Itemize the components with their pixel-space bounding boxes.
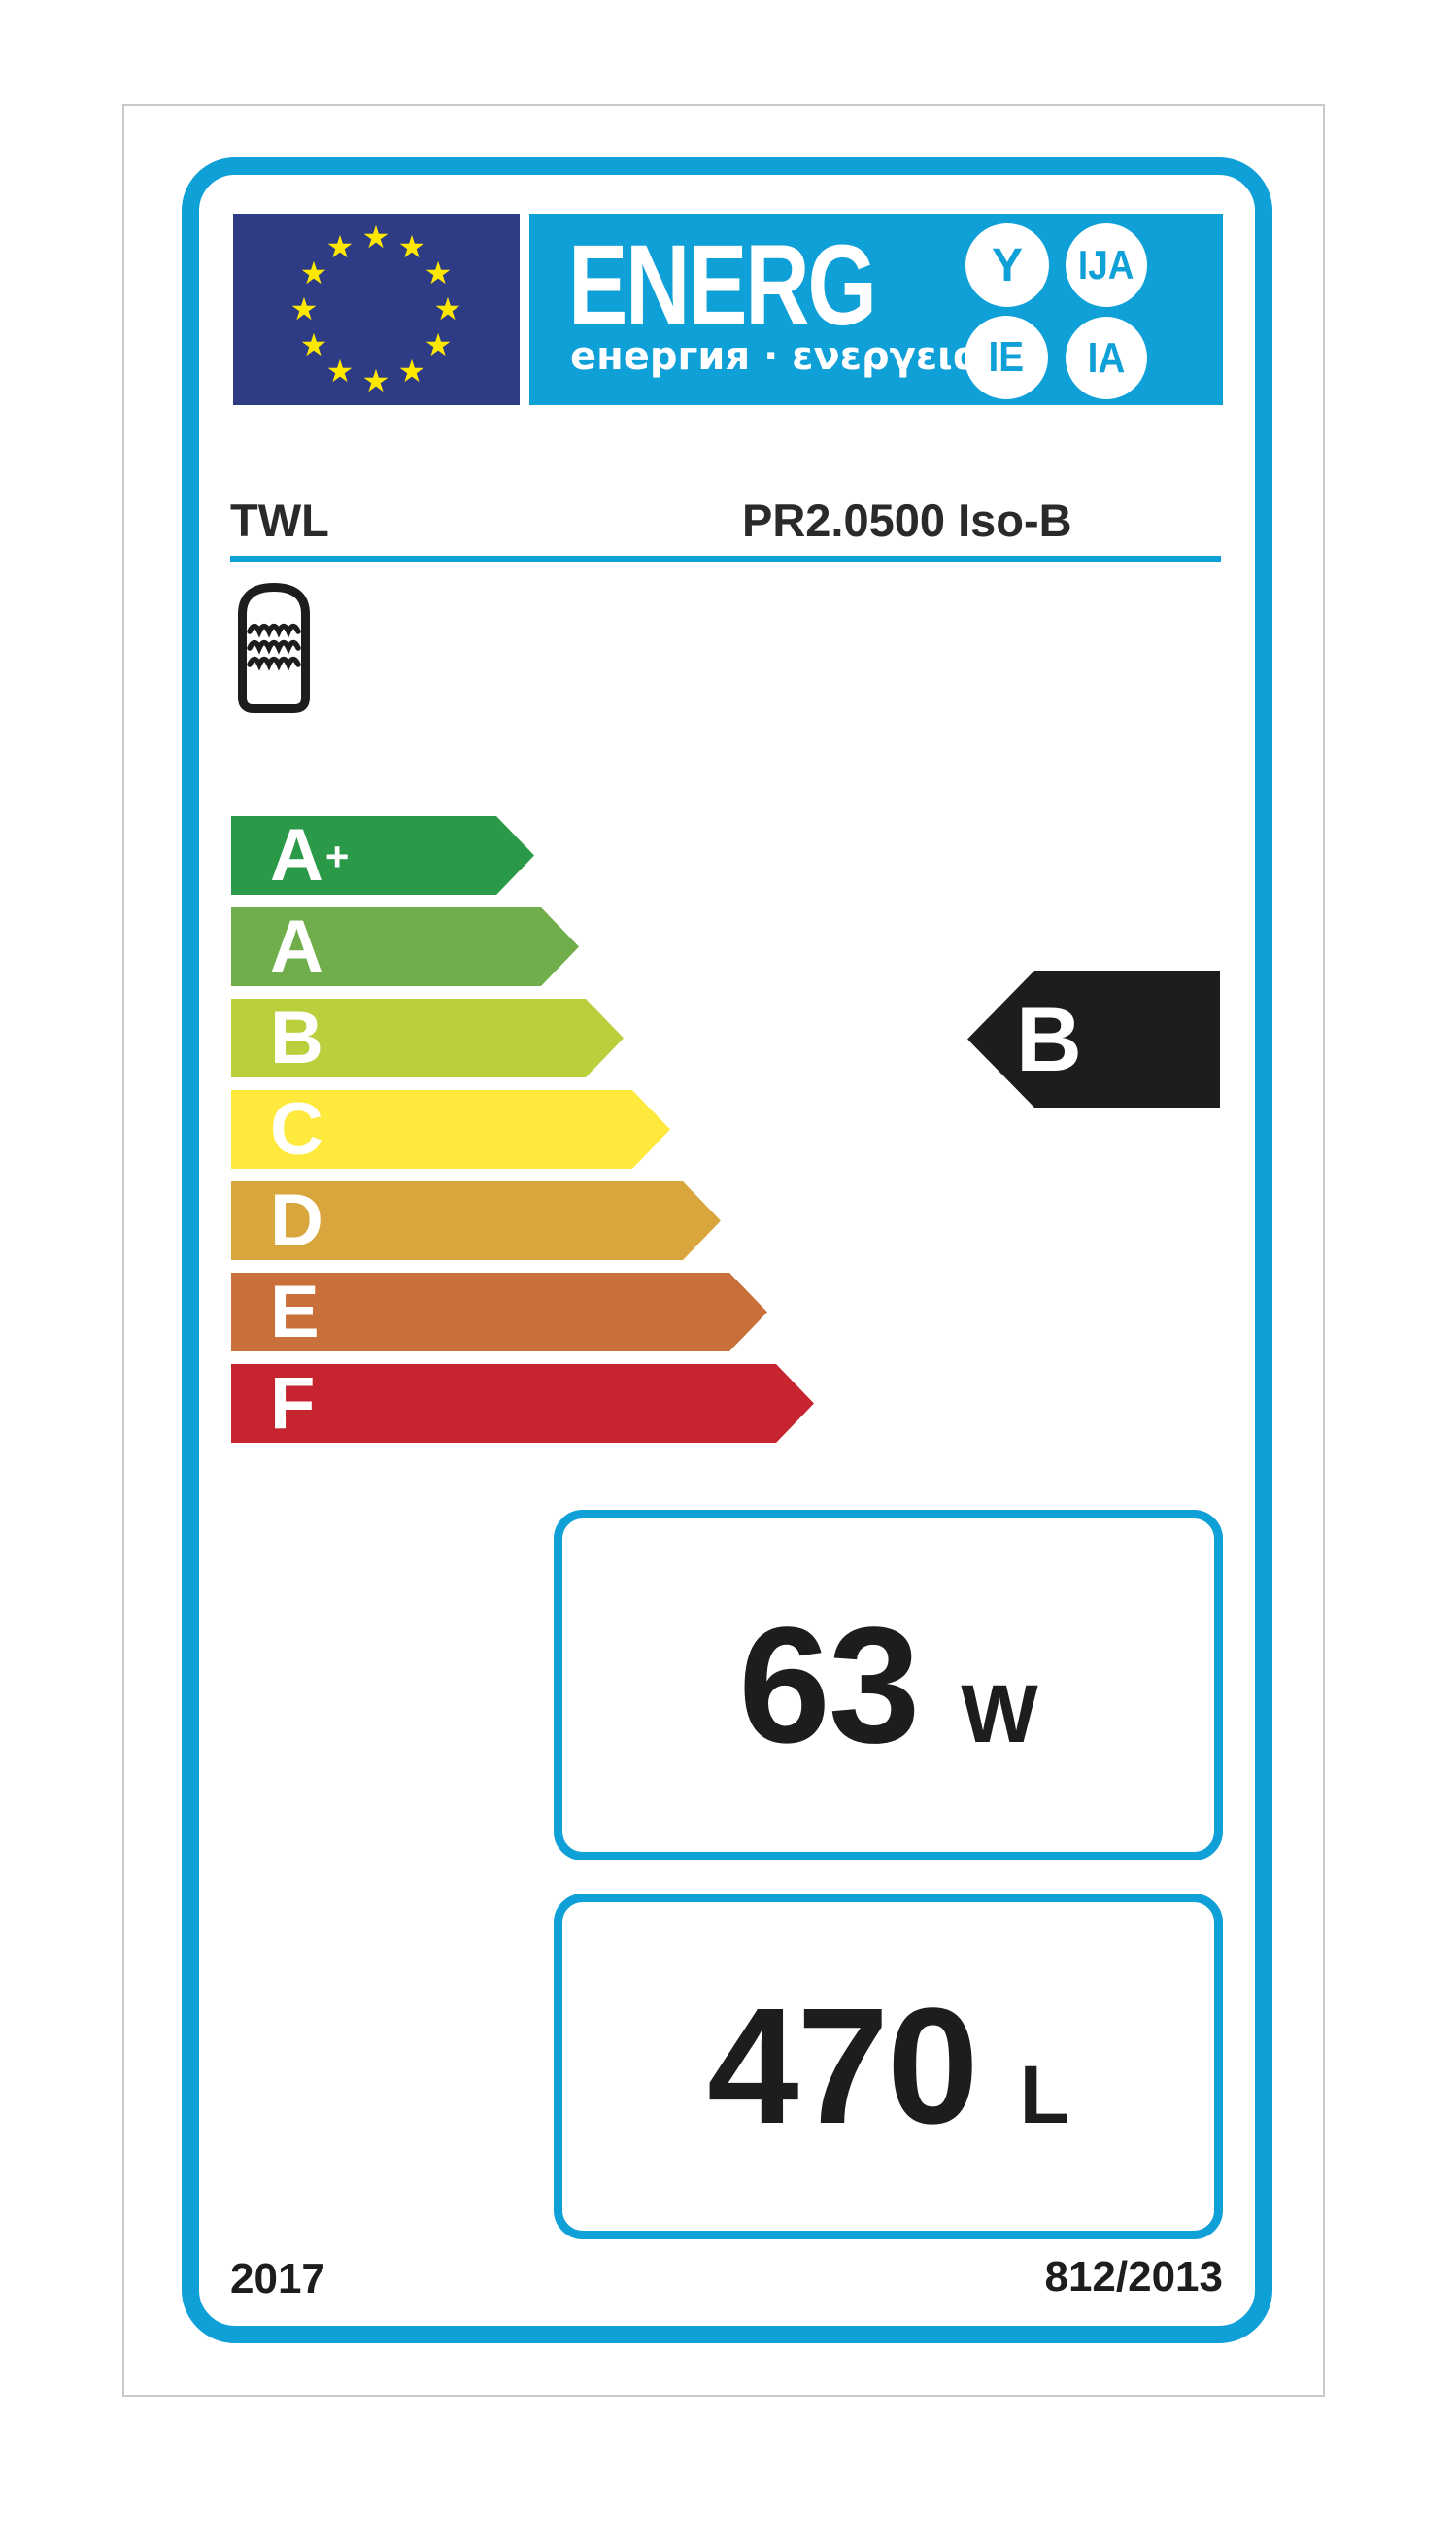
energ-logo-banner: ENERG енергия · ενεργεια Y IJA IE IA	[529, 214, 1223, 405]
storage-volume-value: 470	[707, 1974, 979, 2159]
language-suffix-ija-badge: IJA	[1066, 223, 1147, 307]
rating-bar-letter: D	[270, 1178, 323, 1262]
rating-bar-B: B	[231, 999, 624, 1077]
eu-star-icon: ★	[299, 255, 328, 291]
eu-star-icon: ★	[325, 227, 355, 265]
rating-bar-D: D	[231, 1181, 721, 1260]
language-suffix-ija-label: IJA	[1078, 242, 1134, 288]
rating-bar-E: E	[231, 1273, 767, 1351]
label-year: 2017	[230, 2255, 325, 2303]
rating-bar-letter: F	[270, 1361, 316, 1445]
language-suffix-ie-badge: IE	[965, 316, 1048, 399]
eu-flag-icon: ★ ★ ★ ★ ★ ★ ★ ★ ★ ★ ★ ★	[233, 214, 520, 405]
storage-volume-unit: L	[1019, 2049, 1069, 2140]
eu-star-icon: ★	[289, 290, 319, 327]
eu-star-icon: ★	[397, 353, 426, 391]
eu-star-icon: ★	[423, 255, 453, 291]
rating-bar-letter: E	[270, 1270, 320, 1353]
eu-star-icon: ★	[397, 227, 426, 265]
header-divider	[230, 556, 1221, 562]
rating-bar-C: C	[231, 1090, 670, 1169]
brand-name: TWL	[230, 495, 329, 546]
rating-scale: A+ A B C D E F	[231, 816, 814, 1455]
rating-bar-A: A	[231, 907, 579, 986]
assigned-rating-arrow: B	[967, 971, 1220, 1108]
language-suffix-ie-label: IE	[988, 333, 1025, 381]
language-suffix-y-label: Y	[991, 239, 1023, 291]
rating-bar-letter: A	[270, 904, 323, 988]
standing-loss-value: 63	[738, 1592, 920, 1778]
energy-label-card: ★ ★ ★ ★ ★ ★ ★ ★ ★ ★ ★ ★ ENERG енергия · ενεργεια Y …	[122, 104, 1325, 2397]
water-storage-tank-icon	[238, 583, 310, 713]
eu-star-icon: ★	[361, 362, 390, 399]
model-name: PR2.0500 Iso-B	[742, 495, 1072, 546]
standing-loss-box: 63 W	[554, 1510, 1223, 1860]
energ-title: ENERG	[568, 222, 877, 350]
storage-volume-box: 470 L	[554, 1894, 1223, 2239]
rating-bar-Aplus: A+	[231, 816, 534, 895]
language-suffix-y-badge: Y	[965, 223, 1049, 307]
regulation-number: 812/2013	[1044, 2253, 1223, 2301]
rating-bar-letter: C	[270, 1087, 323, 1171]
eu-star-icon: ★	[325, 353, 355, 391]
energ-subtitle: енергия · ενεργεια	[570, 334, 980, 379]
language-suffix-ia-label: IA	[1087, 333, 1126, 382]
eu-star-icon: ★	[361, 219, 390, 256]
energy-label: ★ ★ ★ ★ ★ ★ ★ ★ ★ ★ ★ ★ ENERG енергия · ενεργεια Y …	[182, 157, 1272, 2343]
rating-bar-letter: A+	[270, 813, 350, 897]
eu-star-icon: ★	[433, 290, 462, 327]
rating-bar-F: F	[231, 1364, 814, 1443]
language-suffix-ia-badge: IA	[1066, 317, 1147, 399]
eu-star-icon: ★	[423, 326, 453, 363]
eu-star-icon: ★	[299, 326, 328, 363]
assigned-rating-letter: B	[1016, 987, 1082, 1090]
rating-bar-letter: B	[270, 996, 323, 1079]
standing-loss-unit: W	[961, 1667, 1038, 1759]
